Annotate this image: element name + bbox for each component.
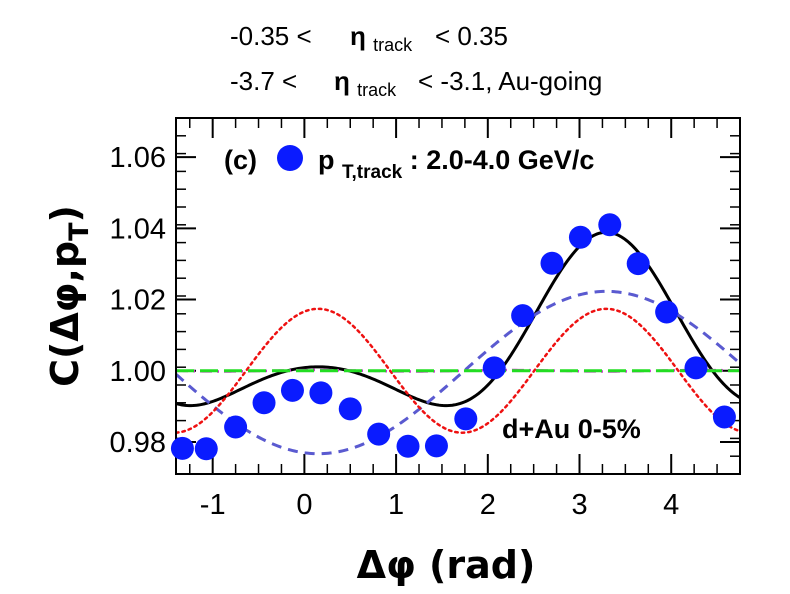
data-point <box>626 252 650 276</box>
data-point <box>367 422 391 446</box>
data-point <box>655 300 679 324</box>
data-point <box>280 378 304 402</box>
fit-curve-first-harmonic <box>177 289 739 456</box>
data-point <box>424 434 448 458</box>
data-point <box>454 407 478 431</box>
data-point-series <box>170 213 736 461</box>
header-line-1: -0.35 < η track < 0.35 <box>230 21 508 57</box>
data-point <box>338 397 362 421</box>
x-tick-label: 0 <box>296 489 312 521</box>
fit-curve-total <box>177 230 739 408</box>
data-point <box>309 381 333 405</box>
x-axis-title: Δφ (rad) <box>357 543 536 587</box>
data-point <box>540 251 564 275</box>
x-tick-label: 1 <box>388 489 404 521</box>
x-tick-label: 4 <box>663 489 679 521</box>
legend-entry: p T,track : 2.0-4.0 GeV/c <box>318 145 594 184</box>
y-axis-title: C(Δφ,pT) <box>43 205 95 387</box>
legend-marker <box>277 145 303 171</box>
y-tick-label: 1.00 <box>110 356 166 388</box>
x-tick-labels: -1 0 1 2 3 4 <box>200 489 680 521</box>
y-tick-label: 1.06 <box>110 142 166 174</box>
y-tick-label: 0.98 <box>110 427 166 459</box>
data-point <box>511 304 535 328</box>
data-point <box>252 391 276 415</box>
data-point <box>224 415 248 439</box>
fit-curve-second-harmonic <box>177 307 739 434</box>
axis-ticks <box>176 117 741 475</box>
data-point <box>712 405 736 429</box>
x-tick-label: 3 <box>571 489 587 521</box>
data-point <box>568 225 592 249</box>
data-point <box>684 356 708 380</box>
x-tick-label: 2 <box>480 489 496 521</box>
y-tick-label: 1.04 <box>110 213 166 245</box>
y-tick-label: 1.02 <box>110 285 166 317</box>
x-tick-label: -1 <box>200 489 226 521</box>
data-point <box>482 356 506 380</box>
data-point <box>194 437 218 461</box>
header-line-2: -3.7 < η track < -3.1, Au-going <box>230 66 602 102</box>
data-point <box>598 213 622 237</box>
data-point <box>396 434 420 458</box>
system-label: d+Au 0-5% <box>502 414 641 444</box>
y-tick-labels: 0.98 1.00 1.02 1.04 1.06 <box>110 142 166 459</box>
panel-label: (c) <box>224 145 257 175</box>
data-point <box>170 436 194 460</box>
